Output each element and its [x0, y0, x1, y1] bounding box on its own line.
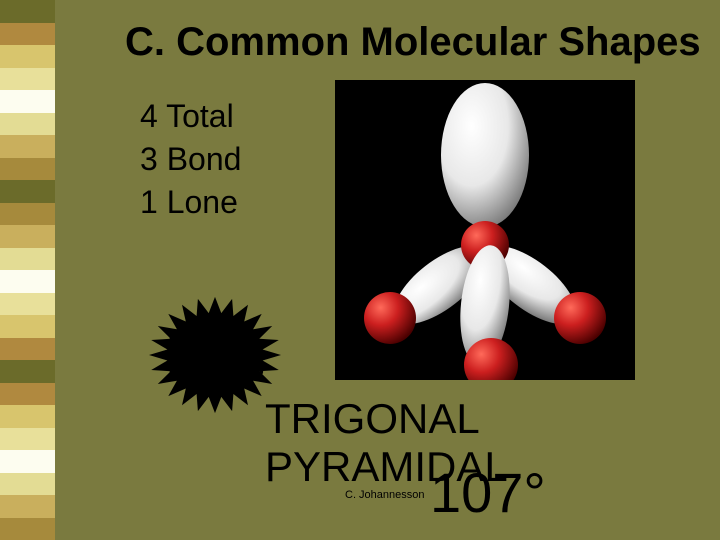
sidebar-stripe: [0, 180, 55, 203]
sidebar-stripe: [0, 225, 55, 248]
sidebar-stripe: [0, 405, 55, 428]
sidebar-stripe: [0, 495, 55, 518]
sidebar-stripe: [0, 428, 55, 451]
sidebar-stripe: [0, 45, 55, 68]
sidebar-stripe: [0, 360, 55, 383]
credit: C. Johannesson: [345, 489, 425, 501]
sidebar-stripe: [0, 68, 55, 91]
electron-domain-facts: 4 Total3 Bond1 Lone: [140, 95, 241, 225]
sidebar-stripe: [0, 135, 55, 158]
sidebar-stripe: [0, 315, 55, 338]
formula-subscript: 3: [243, 344, 265, 388]
slide-title: C. Common Molecular Shapes: [125, 20, 701, 65]
sidebar-stripe: [0, 0, 55, 23]
sidebar-stripe: [0, 270, 55, 293]
fact-line: 4 Total: [140, 95, 241, 138]
sidebar-stripe: [0, 473, 55, 496]
sidebar-stripe: [0, 383, 55, 406]
sidebar-stripe: [0, 338, 55, 361]
sidebar-stripe: [0, 90, 55, 113]
sidebar-stripe: [0, 113, 55, 136]
sidebar-stripe: [0, 450, 55, 473]
sidebar-stripe: [0, 518, 55, 540]
bond-angle: 107°: [430, 460, 546, 525]
sidebar-stripe: [0, 203, 55, 226]
formula-base: NH: [165, 324, 243, 386]
molecule-diagram: [335, 80, 635, 380]
sidebar-stripe: [0, 23, 55, 46]
decorative-sidebar: [0, 0, 55, 540]
fact-line: 1 Lone: [140, 181, 241, 224]
fact-line: 3 Bond: [140, 138, 241, 181]
sidebar-stripe: [0, 293, 55, 316]
sidebar-stripe: [0, 158, 55, 181]
slide: C. Common Molecular Shapes 4 Total3 Bond…: [55, 0, 720, 540]
sidebar-stripe: [0, 248, 55, 271]
